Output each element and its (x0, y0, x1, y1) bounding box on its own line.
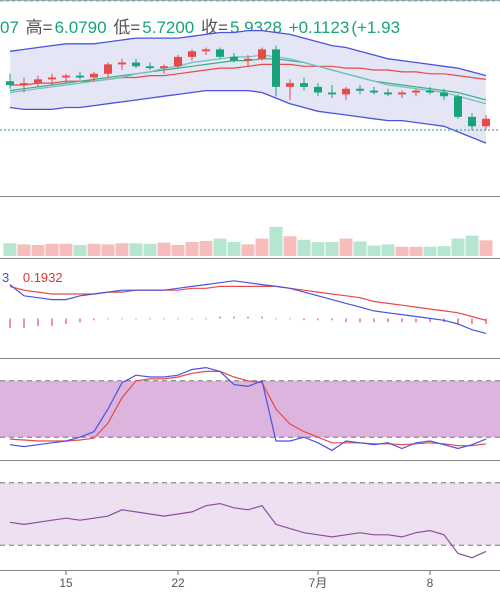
volume-bar (3, 243, 17, 256)
volume-bar (143, 243, 157, 256)
candle-body (230, 56, 238, 61)
candle-body (216, 49, 224, 57)
low-label: 低= (113, 18, 141, 37)
volume-bar (283, 236, 297, 256)
candle-body (342, 88, 350, 95)
volume-bar (437, 246, 451, 256)
volume-bar (227, 242, 241, 256)
volume-bar (17, 244, 31, 256)
open-value-fragment: 07 (0, 18, 19, 37)
bollinger-lower-line (9, 89, 487, 144)
volume-bar (381, 244, 395, 256)
candle-body (6, 81, 14, 85)
candle-body (160, 66, 168, 69)
volume-bar (157, 242, 171, 256)
candle-body (412, 90, 420, 93)
candle-body (328, 92, 336, 95)
candle-body (482, 118, 490, 127)
bollinger-upper-line (9, 29, 487, 77)
change-percent-fragment: (+1.93 (351, 18, 401, 37)
macd-line (9, 280, 487, 334)
candle-body (20, 83, 28, 85)
candle-body (286, 83, 294, 87)
candle-body (244, 58, 252, 61)
volume-bar (325, 242, 339, 256)
candle-body (104, 64, 112, 74)
candle-body (468, 116, 476, 127)
volume-bar (269, 227, 283, 256)
volume-bar (213, 238, 227, 256)
candle-body (48, 77, 56, 80)
high-value: 6.0790 (54, 18, 107, 37)
volume-bar (451, 238, 465, 256)
candle-body (356, 88, 364, 91)
candle-body (314, 86, 322, 93)
volume-bar (199, 240, 213, 256)
candle-body (384, 92, 392, 95)
x-axis-tick-label: 8 (427, 576, 434, 590)
candle-body (62, 75, 70, 78)
volume-bar (129, 243, 143, 256)
candle-body (398, 92, 406, 95)
high-label: 高= (25, 18, 53, 37)
candle-body (258, 49, 266, 59)
candle-body (118, 62, 126, 65)
x-axis-tick-label: 15 (59, 576, 73, 590)
candle-body (300, 83, 308, 87)
x-axis-tick-label: 7月 (309, 576, 328, 590)
moving-average-line (10, 63, 487, 86)
volume-bar (171, 244, 185, 256)
volume-bar (339, 238, 353, 256)
volume-bar (31, 244, 45, 256)
volume-bar (367, 245, 381, 256)
candle-body (440, 92, 448, 97)
volume-bar (115, 243, 129, 256)
volume-bar (45, 243, 59, 256)
bollinger-band-fill (10, 30, 486, 144)
low-value: 5.7200 (142, 18, 195, 37)
volume-bar (297, 239, 311, 256)
candle-body (454, 96, 462, 117)
rsi-band-fill (0, 482, 500, 546)
candle-body (202, 49, 210, 52)
volume-bar (479, 240, 493, 256)
candle-body (146, 66, 154, 69)
x-axis-tick-label: 22 (171, 576, 185, 590)
candle-body (90, 73, 98, 78)
volume-bar (73, 244, 87, 256)
volume-bar (353, 241, 367, 256)
candle-body (188, 51, 196, 57)
macd-legend-marker: 3 (2, 270, 10, 285)
candle-body (132, 62, 140, 67)
candle-body (370, 90, 378, 93)
volume-bar (241, 244, 255, 256)
kdj-d-line (9, 370, 487, 447)
volume-bar (395, 246, 409, 256)
macd-signal-line (9, 285, 487, 321)
volume-bar (59, 243, 73, 256)
volume-bar (87, 243, 101, 256)
kdj-k-line (9, 366, 487, 452)
rsi-line (9, 502, 487, 559)
kdj-band-fill (0, 380, 500, 438)
volume-bar (185, 242, 199, 256)
candle-body (272, 49, 280, 87)
volume-bar (409, 246, 423, 256)
candle-body (426, 90, 434, 93)
volume-bar (255, 238, 269, 256)
candle-body (34, 79, 42, 84)
macd-legend-value: 0.1932 (22, 270, 63, 285)
volume-bar (423, 246, 437, 256)
macd-legend: 3 0.1932 (2, 270, 63, 285)
change-value: +0.1123 (288, 18, 350, 37)
volume-bar (311, 242, 325, 256)
candle-body (174, 56, 182, 67)
volume-bar (101, 244, 115, 256)
candle-body (76, 75, 84, 78)
volume-bar (465, 235, 479, 256)
